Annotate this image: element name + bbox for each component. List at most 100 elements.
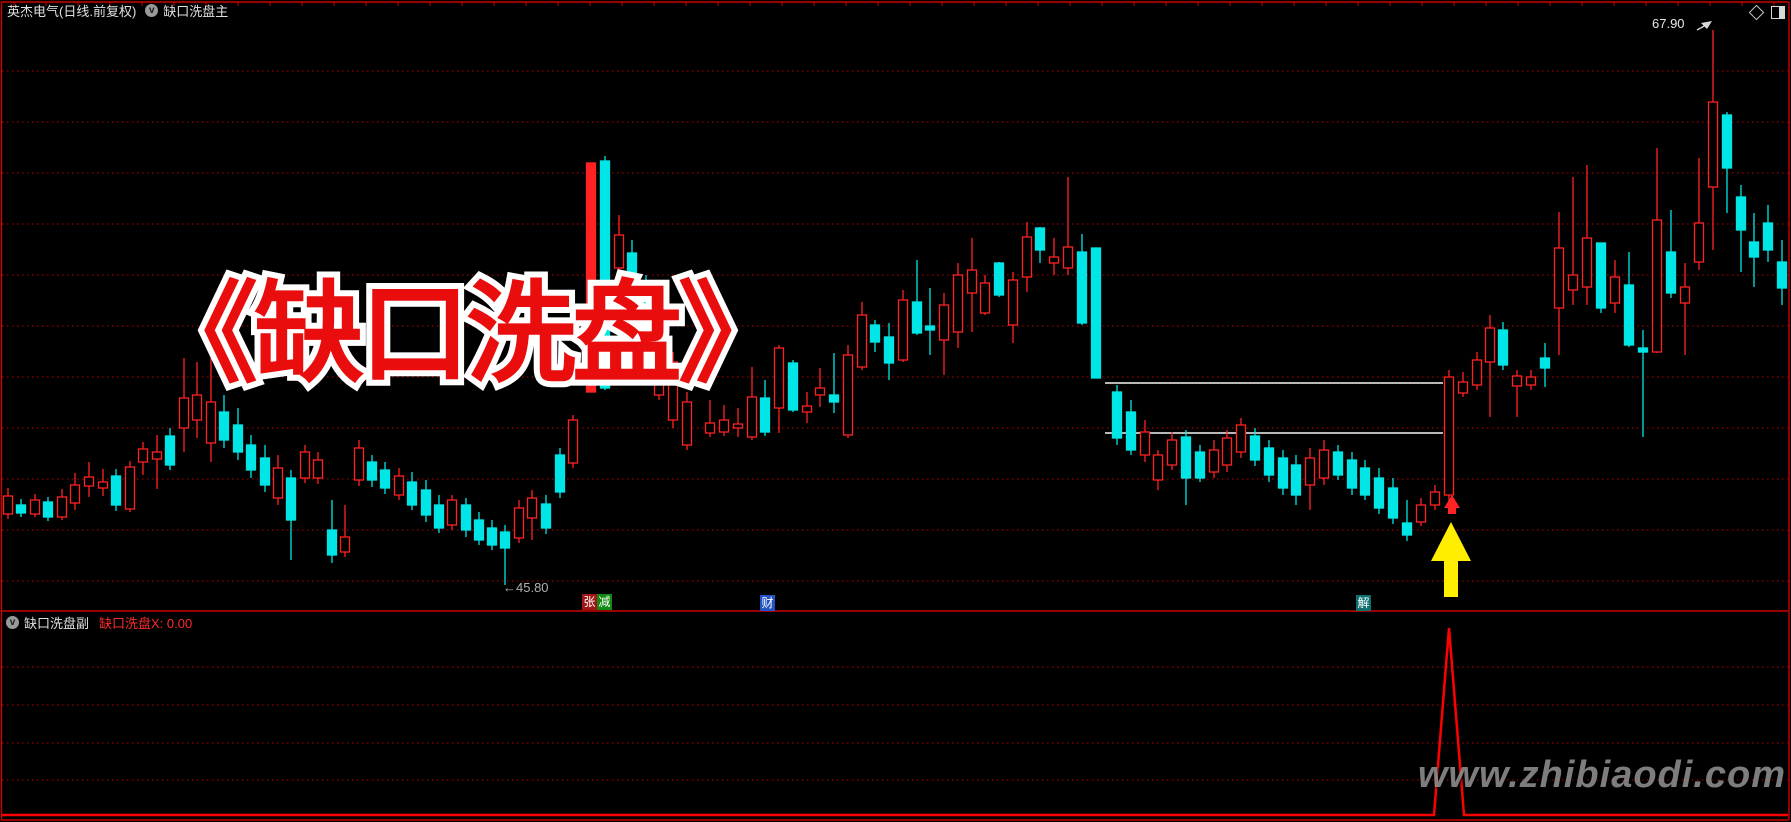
overlay-title: 《缺口洗盘》: [148, 273, 784, 396]
candle-body: [640, 289, 652, 364]
candle-body: [1539, 357, 1551, 369]
candle-body: [1776, 261, 1788, 289]
event-badge-财[interactable]: 财: [760, 595, 775, 611]
candle-body: [420, 489, 432, 516]
candle-body: [599, 160, 611, 389]
candle-body: [97, 481, 109, 489]
candle-body: [1007, 279, 1019, 326]
candle-body: [245, 444, 257, 471]
candle-body: [842, 354, 854, 436]
candle-body: [1166, 439, 1178, 466]
candle-body: [1125, 411, 1137, 451]
candle-body: [554, 454, 566, 493]
candle-body: [83, 476, 95, 487]
candle-body: [191, 394, 203, 421]
candle-body: [1318, 449, 1330, 479]
candle-body: [1735, 196, 1747, 231]
candle-body: [1595, 242, 1607, 309]
candle-body: [1443, 376, 1455, 496]
candle-body: [1277, 457, 1289, 489]
candle-body: [732, 423, 744, 429]
candle-body: [1387, 487, 1399, 519]
indicator-line: [2, 627, 1788, 817]
event-badge-张[interactable]: 张: [582, 594, 597, 610]
candle-body: [1048, 256, 1060, 264]
candle-body: [801, 405, 813, 413]
candle-body: [924, 325, 936, 331]
candle-body: [2, 495, 14, 515]
candle-body: [42, 501, 54, 518]
candle-body: [1457, 381, 1469, 394]
candle-body: [1034, 227, 1046, 251]
split-layout-icon[interactable]: [1771, 6, 1785, 19]
candle-body: [353, 447, 365, 481]
high-pointer-arrowhead: [1701, 21, 1712, 29]
candle-body: [1471, 359, 1483, 386]
candle-body: [69, 484, 81, 504]
chevron-down-icon[interactable]: v: [6, 615, 19, 629]
candle-body: [746, 396, 758, 438]
chart-header: 英杰电气(日线.前复权) v 缺口洗盘主: [0, 0, 1791, 21]
candle-body: [15, 504, 27, 514]
candle-body: [704, 422, 716, 434]
candle-body: [406, 481, 418, 506]
candle-body: [433, 504, 445, 529]
candle-body: [1415, 504, 1427, 523]
candle-body: [828, 394, 840, 403]
candle-body: [938, 304, 950, 341]
event-badge-解[interactable]: 解: [1356, 595, 1371, 611]
candle-body: [1180, 436, 1192, 479]
candle-body: [1090, 247, 1102, 379]
candle-body: [1693, 222, 1705, 263]
candle-body: [718, 419, 730, 433]
candle-body: [486, 527, 498, 546]
sub-indicator-label[interactable]: 缺口洗盘副: [24, 615, 90, 631]
stock-title[interactable]: 英杰电气(日线.前复权): [7, 3, 137, 19]
candle-body: [613, 234, 625, 269]
candle-body: [137, 448, 149, 463]
candle-body: [178, 397, 190, 429]
candle-body: [499, 531, 511, 549]
yellow-up-arrow: [1431, 522, 1471, 597]
candle-body: [339, 536, 351, 553]
candle-body: [1373, 477, 1385, 509]
candle-body: [1623, 284, 1635, 346]
candle-body: [218, 411, 230, 441]
candle-body: [29, 499, 41, 515]
low-price-label: ←45.80: [503, 580, 549, 595]
event-badge-减[interactable]: 减: [597, 594, 612, 610]
candle-body: [1581, 237, 1593, 288]
candle-body: [460, 504, 472, 531]
candle-body: [272, 467, 284, 499]
sub-indicator-value: 缺口洗盘X: 0.00: [99, 615, 193, 631]
candle-body: [856, 314, 868, 368]
candle-body: [667, 361, 679, 421]
candle-body: [1665, 251, 1677, 294]
diamond-icon[interactable]: [1748, 4, 1765, 21]
candle-body: [585, 162, 597, 393]
candle-body: [1651, 219, 1663, 353]
candle-body: [759, 397, 771, 433]
candle-body: [1062, 246, 1074, 269]
sub-panel-header: v 缺口洗盘副 缺口洗盘X: 0.00: [0, 613, 192, 631]
chevron-down-icon[interactable]: v: [145, 3, 159, 17]
high-price-label: 67.90: [1652, 16, 1685, 31]
candle-body: [299, 451, 311, 479]
candle-body: [56, 496, 68, 518]
candle-body: [869, 324, 881, 343]
candle-body: [366, 461, 378, 481]
candle-body: [285, 477, 297, 521]
candle-body: [1332, 451, 1344, 476]
candle-body: [1679, 286, 1691, 304]
main-indicator-label[interactable]: 缺口洗盘主: [163, 3, 229, 19]
candle-body: [653, 329, 665, 396]
candle-body: [124, 466, 136, 510]
candle-body: [1497, 329, 1509, 366]
candle-body: [1721, 114, 1733, 169]
candle-body: [446, 499, 458, 526]
signal-up-arrow: [1444, 495, 1460, 514]
candle-body: [1484, 327, 1496, 363]
candle-body: [567, 419, 579, 464]
